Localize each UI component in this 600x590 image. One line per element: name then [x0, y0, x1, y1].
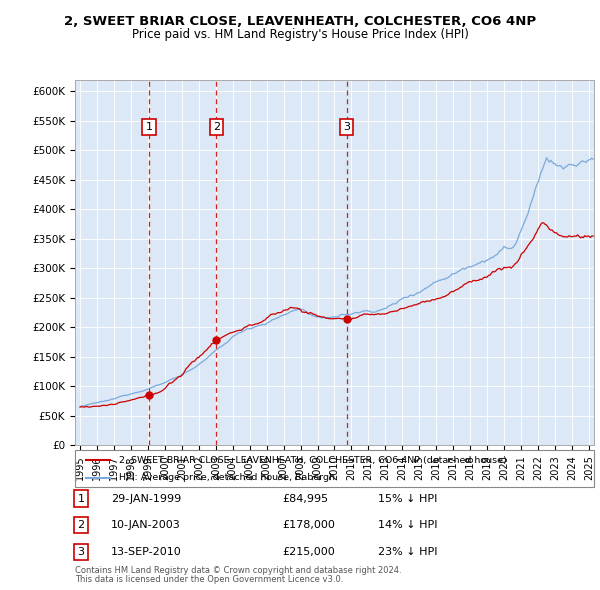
- Text: £84,995: £84,995: [282, 494, 328, 503]
- Text: Contains HM Land Registry data © Crown copyright and database right 2024.: Contains HM Land Registry data © Crown c…: [75, 566, 401, 575]
- Text: 2, SWEET BRIAR CLOSE, LEAVENHEATH, COLCHESTER, CO6 4NP (detached house): 2, SWEET BRIAR CLOSE, LEAVENHEATH, COLCH…: [119, 456, 507, 465]
- Text: 1: 1: [77, 494, 85, 503]
- Text: 1: 1: [146, 122, 153, 132]
- Text: £215,000: £215,000: [282, 547, 335, 556]
- Text: Price paid vs. HM Land Registry's House Price Index (HPI): Price paid vs. HM Land Registry's House …: [131, 28, 469, 41]
- Text: 15% ↓ HPI: 15% ↓ HPI: [378, 494, 437, 503]
- Text: 13-SEP-2010: 13-SEP-2010: [111, 547, 182, 556]
- Text: 29-JAN-1999: 29-JAN-1999: [111, 494, 181, 503]
- Text: 23% ↓ HPI: 23% ↓ HPI: [378, 547, 437, 556]
- Text: This data is licensed under the Open Government Licence v3.0.: This data is licensed under the Open Gov…: [75, 575, 343, 584]
- Text: 2, SWEET BRIAR CLOSE, LEAVENHEATH, COLCHESTER, CO6 4NP: 2, SWEET BRIAR CLOSE, LEAVENHEATH, COLCH…: [64, 15, 536, 28]
- Text: £178,000: £178,000: [282, 520, 335, 530]
- Text: 2: 2: [213, 122, 220, 132]
- Text: 14% ↓ HPI: 14% ↓ HPI: [378, 520, 437, 530]
- Text: 10-JAN-2003: 10-JAN-2003: [111, 520, 181, 530]
- Text: 2: 2: [77, 520, 85, 530]
- Text: HPI: Average price, detached house, Babergh: HPI: Average price, detached house, Babe…: [119, 473, 335, 482]
- Text: 3: 3: [77, 547, 85, 556]
- Text: 3: 3: [343, 122, 350, 132]
